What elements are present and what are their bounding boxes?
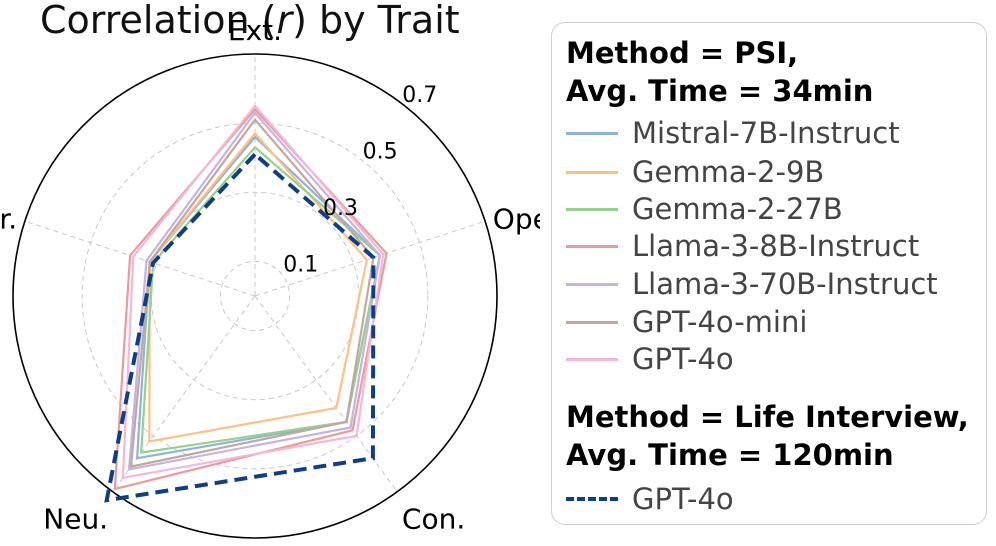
legend-label: Llama-3-70B-Instruct (632, 267, 938, 301)
legend-item-mistral-7b-instruct: Mistral-7B-Instruct (566, 115, 900, 151)
legend-swatch (566, 320, 618, 324)
tick-layer: 0.1 0.3 0.5 0.7 (283, 83, 437, 278)
legend-label: Mistral-7B-Instruct (632, 116, 900, 150)
spoke-1 (24, 220, 256, 297)
series-line-mistral-7b-instruct (135, 135, 382, 460)
axis-label-con: Con. (402, 502, 465, 535)
radar-chart: 0.1 0.3 0.5 0.7 Ext. Agr. Neu. Con. Ope. (0, 14, 540, 539)
series-line-llama-3-70b-instruct (127, 111, 382, 471)
outer-circle (12, 53, 498, 539)
series-line-gemma-2-27b (140, 145, 382, 454)
legend-swatch (566, 282, 618, 286)
legend-swatch (566, 357, 618, 361)
series-layer (104, 104, 388, 503)
axis-label-neu: Neu. (43, 502, 108, 535)
legend-item-gpt-4o-psi: GPT-4o (566, 341, 734, 377)
series-line-gpt-4o (121, 104, 385, 480)
legend-label: GPT-4o (632, 482, 734, 516)
legend-item-gemma-2-9b: Gemma-2-9B (566, 154, 824, 190)
spoke-2 (112, 295, 256, 493)
grid-layer (12, 53, 498, 539)
r-tick-label: 0.1 (283, 253, 318, 278)
legend-item-gpt-4o-life-interview: GPT-4o (566, 481, 734, 517)
series-line-gpt-4o-mini (129, 117, 375, 468)
legend-swatch (566, 131, 618, 135)
legend-label: Gemma-2-27B (632, 192, 843, 226)
r-tick-label: 0.5 (363, 139, 398, 164)
legend: Method = PSI, Avg. Time = 34min Mistral-… (551, 22, 987, 525)
grid-circle-0 (219, 260, 291, 332)
spoke-4 (254, 220, 486, 297)
r-tick-label: 0.3 (323, 196, 358, 221)
r-tick-label: 0.7 (402, 83, 437, 108)
legend-group-1-heading-line1: Method = PSI, (566, 36, 799, 70)
legend-swatch (566, 207, 618, 211)
series-line-gpt-4o-life-interview (104, 151, 376, 503)
legend-label: GPT-4o-mini (632, 305, 808, 339)
legend-item-llama-3-8b-instruct: Llama-3-8B-Instruct (566, 228, 919, 264)
legend-swatch-dashed (566, 497, 618, 501)
axis-label-agr: Agr. (0, 203, 17, 236)
chart-title: Correlation (r) by Trait (40, 0, 460, 42)
legend-item-gpt-4o-mini: GPT-4o-mini (566, 304, 807, 340)
legend-label: GPT-4o (632, 342, 734, 376)
series-line-llama-3-8b-instruct (113, 107, 388, 491)
legend-item-gemma-2-27b: Gemma-2-27B (566, 191, 843, 227)
series-line-gemma-2-9b (148, 131, 368, 443)
legend-group-1-heading-line2: Avg. Time = 34min (566, 74, 874, 108)
legend-group-2-heading-line2: Avg. Time = 120min (566, 438, 894, 472)
axis-label-layer: Ext. Agr. Neu. Con. Ope. (0, 14, 540, 535)
legend-swatch (566, 170, 618, 174)
legend-swatch (566, 244, 618, 248)
legend-group-2-heading-line1: Method = Life Interview, (566, 400, 969, 434)
spoke-3 (254, 295, 398, 493)
axis-label-ope: Ope. (493, 203, 540, 236)
legend-label: Llama-3-8B-Instruct (632, 229, 920, 263)
legend-label: Gemma-2-9B (632, 155, 825, 189)
legend-item-llama-3-70b-instruct: Llama-3-70B-Instruct (566, 266, 938, 302)
axis-label-ext: Ext. (228, 14, 282, 47)
